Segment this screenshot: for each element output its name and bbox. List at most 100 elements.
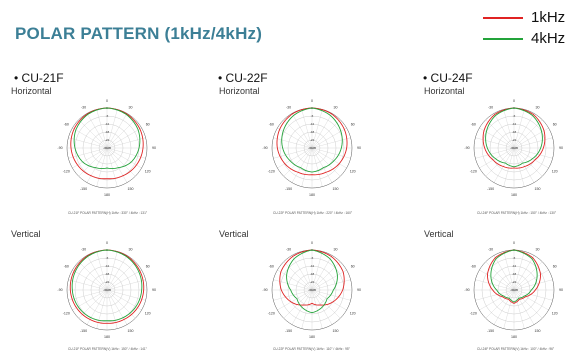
- grid-spoke: [106, 147, 146, 159]
- grid-spoke: [493, 147, 515, 183]
- series-line-4khz: [490, 249, 538, 303]
- grid-spoke: [277, 269, 313, 291]
- grid-spoke: [106, 109, 118, 149]
- grid-spoke: [106, 289, 136, 319]
- grid-spoke: [72, 147, 108, 169]
- angle-tick-label: 0: [311, 241, 313, 245]
- grid-spoke: [86, 113, 108, 149]
- radial-tick-label: -6: [106, 114, 109, 118]
- grid-spoke: [475, 289, 515, 301]
- grid-spoke: [78, 289, 108, 319]
- legend-item-4khz: 4kHz: [483, 28, 571, 49]
- angle-tick-label: -150: [285, 329, 292, 333]
- angle-tick-label: 90: [152, 146, 156, 150]
- grid-spoke: [311, 289, 341, 319]
- grid-spoke: [106, 289, 128, 325]
- grid-spoke: [283, 119, 313, 149]
- grid-spoke: [283, 289, 313, 319]
- angle-tick-label: 30: [536, 106, 540, 110]
- grid-spoke: [291, 113, 313, 149]
- grid-spoke: [86, 289, 108, 325]
- model-label-cu21f: • CU-21F: [14, 71, 64, 85]
- grid-spoke: [301, 289, 313, 329]
- angle-tick-label: -90: [262, 146, 267, 150]
- radial-tick-label: -30dB: [308, 288, 316, 292]
- angle-tick-label: 30: [334, 248, 338, 252]
- radial-tick-label: -12: [310, 122, 315, 126]
- angle-tick-label: -150: [80, 187, 87, 191]
- radial-tick-label: -6: [513, 256, 516, 260]
- grid-spoke: [72, 269, 108, 291]
- radial-tick-label: -30dB: [510, 146, 518, 150]
- series-line-1khz: [276, 107, 348, 176]
- angle-tick-label: 60: [351, 265, 355, 269]
- grid-spoke: [78, 119, 108, 149]
- orientation-label-vertical-2: Vertical: [219, 229, 249, 239]
- grid-spoke: [283, 261, 313, 291]
- angle-tick-label: 0: [513, 99, 515, 103]
- grid-spoke: [106, 147, 118, 187]
- angle-tick-label: 150: [535, 187, 541, 191]
- grid-spoke: [106, 127, 142, 149]
- angle-tick-label: -120: [63, 312, 70, 316]
- grid-spoke: [291, 147, 313, 183]
- angle-tick-label: 180: [104, 335, 110, 339]
- radial-tick-label: -24: [512, 138, 517, 142]
- grid-spoke: [291, 255, 313, 291]
- angle-tick-label: -150: [487, 329, 494, 333]
- grid-spoke: [513, 127, 549, 149]
- grid-spoke: [311, 147, 347, 169]
- plot-caption-cu22f-horizontal: CU-22F POLAR PATTERN(H) 1kHz : 220° / 4k…: [273, 211, 353, 215]
- angle-tick-label: -30: [286, 106, 291, 110]
- orientation-label-horizontal-2: Horizontal: [219, 86, 260, 96]
- grid-spoke: [301, 147, 313, 187]
- radial-tick-label: -30dB: [103, 146, 111, 150]
- grid-spoke: [106, 137, 146, 149]
- angle-tick-label: 180: [511, 335, 517, 339]
- angle-tick-label: -90: [57, 288, 62, 292]
- angle-tick-label: -60: [471, 265, 476, 269]
- angle-tick-label: -60: [471, 123, 476, 127]
- angle-tick-label: 150: [128, 329, 134, 333]
- angle-tick-label: -150: [487, 187, 494, 191]
- grid-spoke: [311, 147, 341, 177]
- page-title: POLAR PATTERN (1kHz/4kHz): [15, 24, 263, 43]
- grid-spoke: [106, 289, 146, 301]
- grid-spoke: [311, 289, 323, 329]
- grid-spoke: [485, 289, 515, 319]
- orientation-label-vertical-1: Vertical: [11, 229, 41, 239]
- angle-tick-label: 90: [559, 146, 563, 150]
- grid-spoke: [106, 147, 128, 183]
- angle-tick-label: 0: [106, 99, 108, 103]
- grid-spoke: [311, 127, 347, 149]
- series-line-4khz: [485, 107, 543, 168]
- legend-label-4khz: 4kHz: [531, 30, 566, 47]
- grid-spoke: [106, 147, 142, 169]
- grid-spoke: [493, 113, 515, 149]
- grid-spoke: [311, 261, 341, 291]
- orientation-label-vertical-3: Vertical: [424, 229, 454, 239]
- grid-spoke: [479, 289, 515, 311]
- grid-spoke: [513, 269, 549, 291]
- angle-tick-label: -30: [81, 106, 86, 110]
- legend-item-1khz: 1kHz: [483, 7, 571, 28]
- angle-tick-label: -30: [488, 106, 493, 110]
- grid-spoke: [503, 251, 515, 291]
- grid-spoke: [72, 127, 108, 149]
- grid-spoke: [106, 261, 136, 291]
- grid-spoke: [273, 289, 313, 301]
- grid-spoke: [68, 147, 108, 159]
- grid-spoke: [493, 289, 515, 325]
- angle-tick-label: -90: [57, 146, 62, 150]
- polar-grid: [473, 107, 555, 189]
- angle-tick-label: 90: [357, 146, 361, 150]
- radial-tick-label: -12: [105, 264, 110, 268]
- grid-spoke: [513, 289, 543, 319]
- legend-label-1khz: 1kHz: [531, 9, 566, 26]
- grid-spoke: [513, 251, 525, 291]
- series-line-4khz: [286, 249, 338, 314]
- orientation-label-horizontal-1: Horizontal: [11, 86, 52, 96]
- grid-spoke: [96, 251, 108, 291]
- radial-tick-label: -24: [105, 280, 110, 284]
